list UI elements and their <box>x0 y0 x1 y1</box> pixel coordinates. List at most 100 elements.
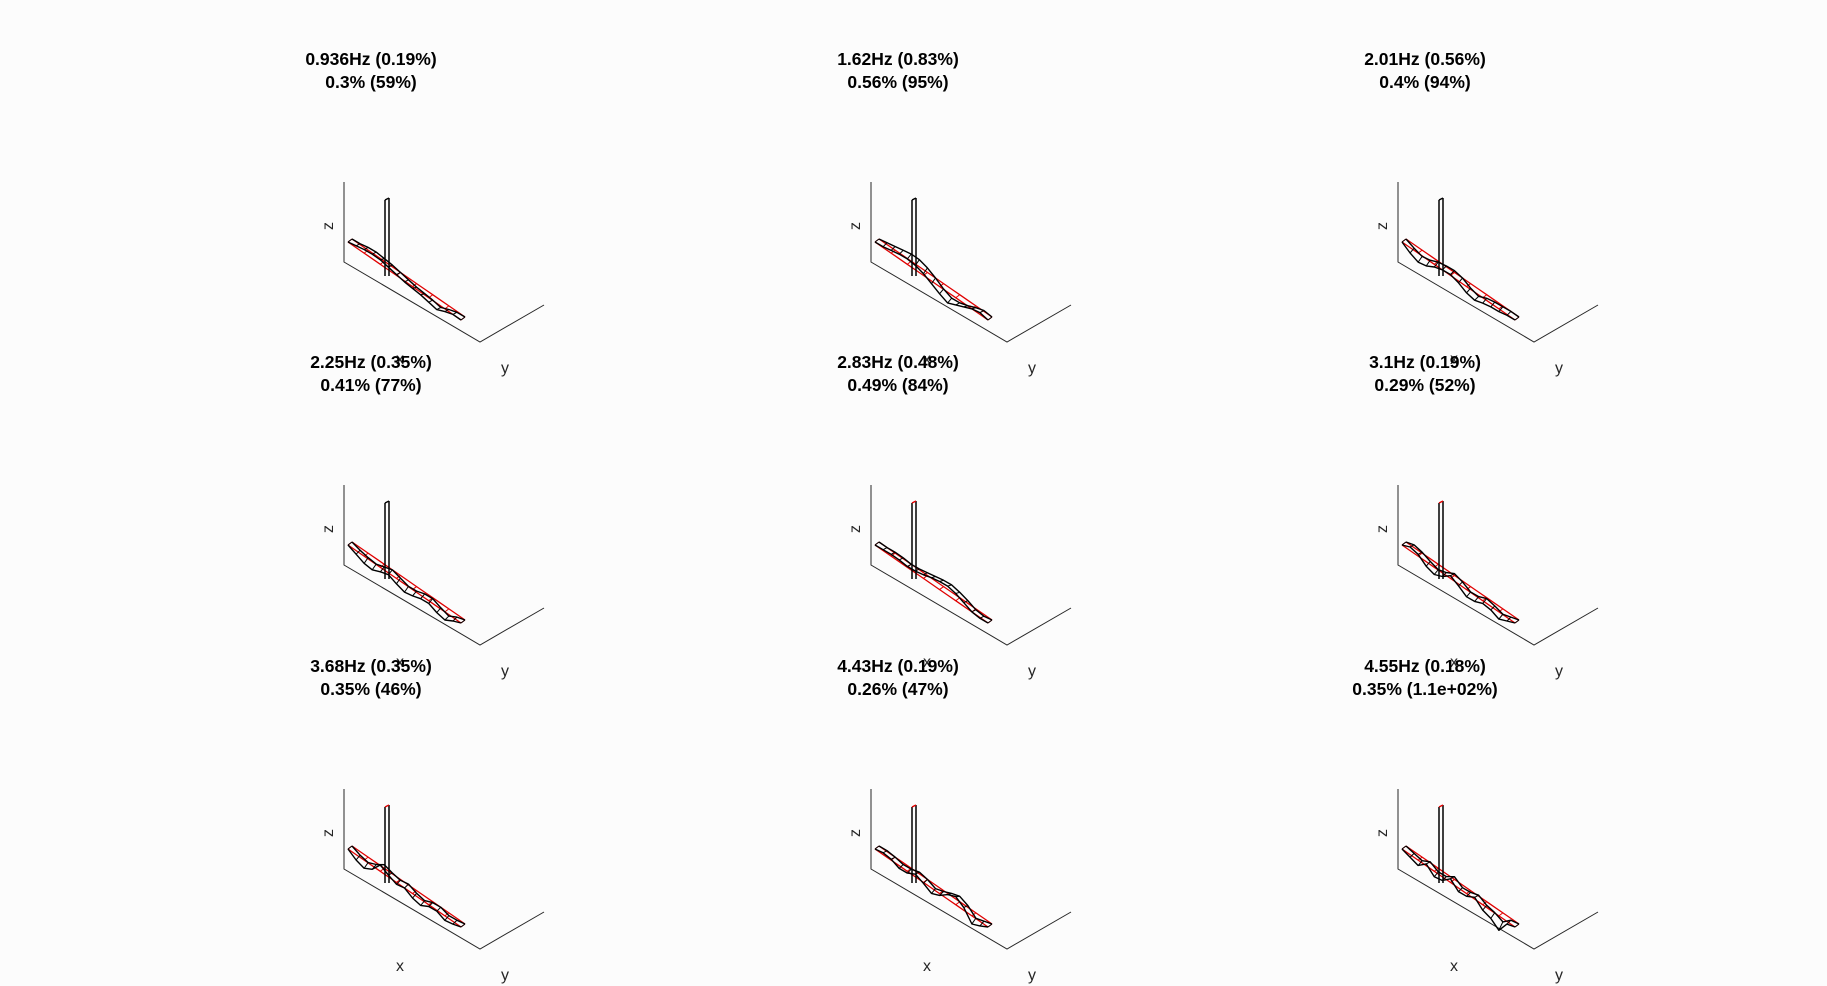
mode-crossbeam <box>420 593 426 600</box>
mode-crossbeam <box>420 293 425 296</box>
subplot-panel: 3.68Hz (0.35%) 0.35% (46%) z x y <box>221 655 545 984</box>
mode-shape-plot: z x y <box>847 789 1072 984</box>
mode-crossbeam <box>971 917 977 925</box>
mode-crossbeam <box>898 864 904 869</box>
subplot-title-damping: 0.29% (52%) <box>1374 375 1476 395</box>
mode-girder-b <box>878 845 993 925</box>
mode-crossbeam <box>428 598 434 604</box>
x-axis-label: x <box>923 958 931 975</box>
mode-crossbeam <box>1458 581 1463 587</box>
x-axis-label: x <box>1450 351 1458 368</box>
axes-box <box>870 485 1072 646</box>
x-axis-label: x <box>396 654 404 671</box>
mode-crossbeam <box>890 246 896 251</box>
mode-crossbeam <box>939 891 944 896</box>
mode-crossbeam <box>1409 247 1415 254</box>
mode-crossbeam <box>979 920 985 927</box>
mode-crossbeam <box>460 316 466 321</box>
z-axis-label: z <box>320 222 337 230</box>
mode-crossbeam <box>882 547 888 551</box>
reference-crossbeam <box>890 552 896 557</box>
subplot-title-damping: 0.35% (1.1e+02%) <box>1352 679 1498 699</box>
reference-crossbeam <box>939 586 944 590</box>
mode-shape-plot: z x y <box>847 485 1072 680</box>
mode-crossbeam <box>971 307 977 310</box>
mode-crossbeam <box>396 577 401 585</box>
subplot-title-frequency: 2.25Hz (0.35%) <box>310 352 432 372</box>
mode-crossbeam <box>1474 596 1480 602</box>
axes-box <box>870 182 1072 343</box>
mode-crossbeam <box>1474 894 1479 898</box>
tower-cap <box>911 500 917 504</box>
mode-crossbeam <box>444 615 450 621</box>
subplot-title-damping: 0.56% (95%) <box>847 72 949 92</box>
mode-crossbeam <box>979 310 985 314</box>
mode-girder-b <box>351 238 466 318</box>
mode-crossbeam <box>987 923 993 928</box>
mode-crossbeam <box>1482 297 1488 304</box>
reference-girder-b <box>351 238 466 318</box>
mode-girder-a <box>874 848 989 928</box>
z-axis-label: z <box>847 222 864 230</box>
mode-crossbeam <box>1401 541 1407 546</box>
x-axis-label: x <box>923 351 931 368</box>
subplot-title-damping: 0.35% (46%) <box>320 679 422 699</box>
y-axis-label: y <box>501 967 509 984</box>
mode-crossbeam <box>347 845 353 850</box>
x-axis-label: x <box>923 654 931 671</box>
subplot-title-damping: 0.3% (59%) <box>325 72 417 92</box>
mode-crossbeam <box>931 576 936 579</box>
mode-crossbeam <box>1417 256 1423 263</box>
mode-crossbeam <box>1514 316 1520 321</box>
mode-crossbeam <box>444 915 450 921</box>
mode-crossbeam <box>428 902 434 907</box>
mode-crossbeam <box>452 616 458 622</box>
mode-crossbeam <box>1425 259 1431 267</box>
mode-crossbeam <box>947 297 953 304</box>
mode-crossbeam <box>460 619 466 624</box>
subplot-panel: 3.1Hz (0.19%) 0.29% (52%) z x y <box>1275 351 1599 680</box>
mode-crossbeam <box>1466 591 1471 598</box>
reference-crossbeam <box>412 890 417 894</box>
mode-crossbeam <box>1466 892 1471 897</box>
mode-crossbeam <box>979 615 985 619</box>
mode-crossbeam <box>1409 544 1415 548</box>
tower-cap <box>1438 197 1444 201</box>
mode-crossbeam <box>412 892 417 899</box>
mode-crossbeam <box>404 586 409 593</box>
mode-shape-plot: z x y <box>1374 789 1599 984</box>
mode-crossbeam <box>890 856 896 860</box>
mode-shape-plot: z x y <box>847 182 1072 377</box>
reference-girder-b <box>351 541 466 621</box>
z-axis-label: z <box>320 829 337 837</box>
mode-crossbeam <box>987 316 993 321</box>
mode-crossbeam <box>1490 605 1496 611</box>
mode-crossbeam <box>347 541 353 546</box>
mode-crossbeam <box>396 879 401 885</box>
mode-crossbeam <box>1506 616 1512 622</box>
reference-crossbeam <box>1450 575 1455 579</box>
mode-shape-plot: z x y <box>1374 485 1599 680</box>
x-axis-label: x <box>1450 654 1458 671</box>
mode-crossbeam <box>1417 860 1423 866</box>
mode-crossbeam <box>1490 912 1496 919</box>
mode-crossbeam <box>355 243 361 247</box>
mode-crossbeam <box>931 888 936 894</box>
mode-crossbeam <box>1482 598 1488 604</box>
reference-crossbeam <box>444 608 450 613</box>
mode-crossbeam <box>955 302 960 306</box>
mode-crossbeam <box>452 919 458 925</box>
mode-crossbeam <box>947 584 952 587</box>
subplot-title-frequency: 3.68Hz (0.35%) <box>310 656 432 676</box>
mode-shape-plot: z x y <box>320 485 545 680</box>
mode-girder-a <box>874 544 989 624</box>
mode-crossbeam <box>371 251 377 255</box>
mode-crossbeam <box>898 557 904 561</box>
subplot-title-damping: 0.4% (94%) <box>1379 72 1471 92</box>
subplot-title-frequency: 4.43Hz (0.19%) <box>837 656 959 676</box>
z-axis-label: z <box>320 525 337 533</box>
mode-crossbeam <box>987 619 993 624</box>
z-axis-label: z <box>1374 222 1391 230</box>
z-axis-label: z <box>847 525 864 533</box>
